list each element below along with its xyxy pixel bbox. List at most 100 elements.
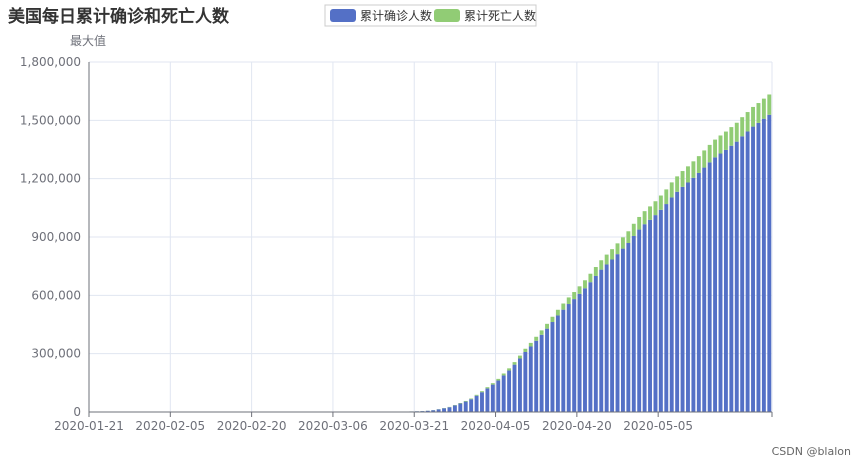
bar-deaths[interactable]: [474, 394, 479, 396]
bar-confirmed[interactable]: [745, 131, 750, 412]
bar-confirmed[interactable]: [631, 235, 636, 412]
bar-confirmed[interactable]: [490, 384, 495, 412]
bar-confirmed[interactable]: [458, 403, 463, 412]
bar-deaths[interactable]: [523, 348, 528, 352]
bar-confirmed[interactable]: [501, 375, 506, 412]
bar-confirmed[interactable]: [696, 172, 701, 412]
bar-confirmed[interactable]: [523, 351, 528, 412]
bar-deaths[interactable]: [713, 139, 718, 158]
bar-deaths[interactable]: [561, 303, 566, 310]
bar-confirmed[interactable]: [474, 395, 479, 412]
bar-deaths[interactable]: [680, 171, 685, 187]
bar-deaths[interactable]: [669, 182, 674, 198]
legend-item-confirmed[interactable]: 累计确诊人数: [330, 8, 432, 23]
bar-confirmed[interactable]: [480, 392, 484, 412]
bar-confirmed[interactable]: [653, 215, 658, 412]
bar-deaths[interactable]: [658, 195, 663, 210]
bar-confirmed[interactable]: [626, 242, 631, 412]
bar-confirmed[interactable]: [761, 118, 766, 412]
bar-deaths[interactable]: [496, 378, 501, 381]
bar-confirmed[interactable]: [593, 275, 598, 412]
bar-confirmed[interactable]: [702, 167, 707, 412]
bar-confirmed[interactable]: [463, 401, 468, 412]
bar-deaths[interactable]: [756, 103, 761, 123]
bar-confirmed[interactable]: [447, 407, 452, 412]
bar-deaths[interactable]: [485, 387, 490, 389]
bar-deaths[interactable]: [528, 342, 533, 347]
legend[interactable]: 累计确诊人数 累计死亡人数: [324, 4, 537, 27]
bar-deaths[interactable]: [545, 323, 549, 329]
bar-deaths[interactable]: [566, 297, 571, 305]
bar-confirmed[interactable]: [485, 388, 490, 412]
bar-deaths[interactable]: [664, 189, 669, 205]
bar-deaths[interactable]: [696, 156, 701, 173]
bar-confirmed[interactable]: [648, 219, 652, 412]
bar-confirmed[interactable]: [442, 408, 446, 412]
bar-deaths[interactable]: [555, 309, 560, 316]
bar-confirmed[interactable]: [583, 288, 587, 412]
bar-deaths[interactable]: [723, 131, 728, 150]
bar-confirmed[interactable]: [452, 405, 457, 412]
bar-confirmed[interactable]: [469, 399, 474, 412]
bar-deaths[interactable]: [653, 201, 658, 216]
bar-deaths[interactable]: [620, 237, 625, 249]
bar-deaths[interactable]: [729, 127, 734, 146]
bar-confirmed[interactable]: [610, 259, 615, 412]
bar-deaths[interactable]: [761, 98, 766, 119]
bar-confirmed[interactable]: [604, 264, 609, 412]
bar-deaths[interactable]: [512, 362, 517, 365]
bar-deaths[interactable]: [517, 355, 522, 359]
bar-confirmed[interactable]: [675, 191, 680, 412]
bar-deaths[interactable]: [490, 383, 495, 385]
bar-confirmed[interactable]: [577, 293, 582, 412]
bar-deaths[interactable]: [604, 254, 609, 265]
bar-confirmed[interactable]: [539, 334, 544, 412]
bar-deaths[interactable]: [463, 400, 468, 402]
bar-confirmed[interactable]: [436, 409, 441, 412]
bar-deaths[interactable]: [534, 336, 539, 341]
legend-item-deaths[interactable]: 累计死亡人数: [434, 8, 536, 23]
bar-confirmed[interactable]: [588, 282, 593, 412]
bar-deaths[interactable]: [572, 292, 577, 300]
bar-deaths[interactable]: [610, 249, 615, 260]
bar-confirmed[interactable]: [691, 177, 696, 412]
bar-confirmed[interactable]: [658, 209, 663, 412]
bar-confirmed[interactable]: [680, 186, 685, 412]
bar-deaths[interactable]: [745, 112, 750, 132]
bar-deaths[interactable]: [675, 176, 680, 192]
bar-confirmed[interactable]: [740, 136, 745, 412]
bar-deaths[interactable]: [631, 223, 636, 236]
bar-deaths[interactable]: [507, 368, 512, 371]
bar-confirmed[interactable]: [615, 254, 620, 412]
bar-confirmed[interactable]: [723, 149, 728, 412]
bar-deaths[interactable]: [686, 166, 690, 183]
bar-confirmed[interactable]: [751, 126, 755, 412]
bar-deaths[interactable]: [642, 211, 647, 225]
bar-confirmed[interactable]: [555, 315, 560, 412]
bar-confirmed[interactable]: [637, 229, 642, 412]
bar-deaths[interactable]: [767, 94, 772, 115]
bar-confirmed[interactable]: [534, 340, 539, 412]
bar-confirmed[interactable]: [707, 162, 712, 412]
bar-confirmed[interactable]: [572, 299, 577, 412]
bar-confirmed[interactable]: [686, 182, 690, 412]
bar-deaths[interactable]: [637, 216, 642, 230]
bar-deaths[interactable]: [615, 243, 620, 255]
bar-confirmed[interactable]: [718, 153, 723, 412]
bar-confirmed[interactable]: [507, 370, 512, 412]
bar-deaths[interactable]: [718, 135, 723, 154]
bar-deaths[interactable]: [539, 330, 544, 335]
bar-confirmed[interactable]: [669, 197, 674, 412]
bar-deaths[interactable]: [751, 106, 755, 127]
bar-deaths[interactable]: [626, 231, 631, 243]
bar-confirmed[interactable]: [545, 328, 549, 412]
bar-confirmed[interactable]: [528, 346, 533, 412]
bar-confirmed[interactable]: [561, 309, 566, 412]
bar-deaths[interactable]: [702, 150, 707, 168]
bar-deaths[interactable]: [648, 206, 652, 220]
bar-deaths[interactable]: [550, 316, 555, 323]
bar-confirmed[interactable]: [599, 269, 604, 412]
bar-confirmed[interactable]: [517, 358, 522, 412]
bar-deaths[interactable]: [691, 161, 696, 178]
bar-confirmed[interactable]: [767, 114, 772, 412]
